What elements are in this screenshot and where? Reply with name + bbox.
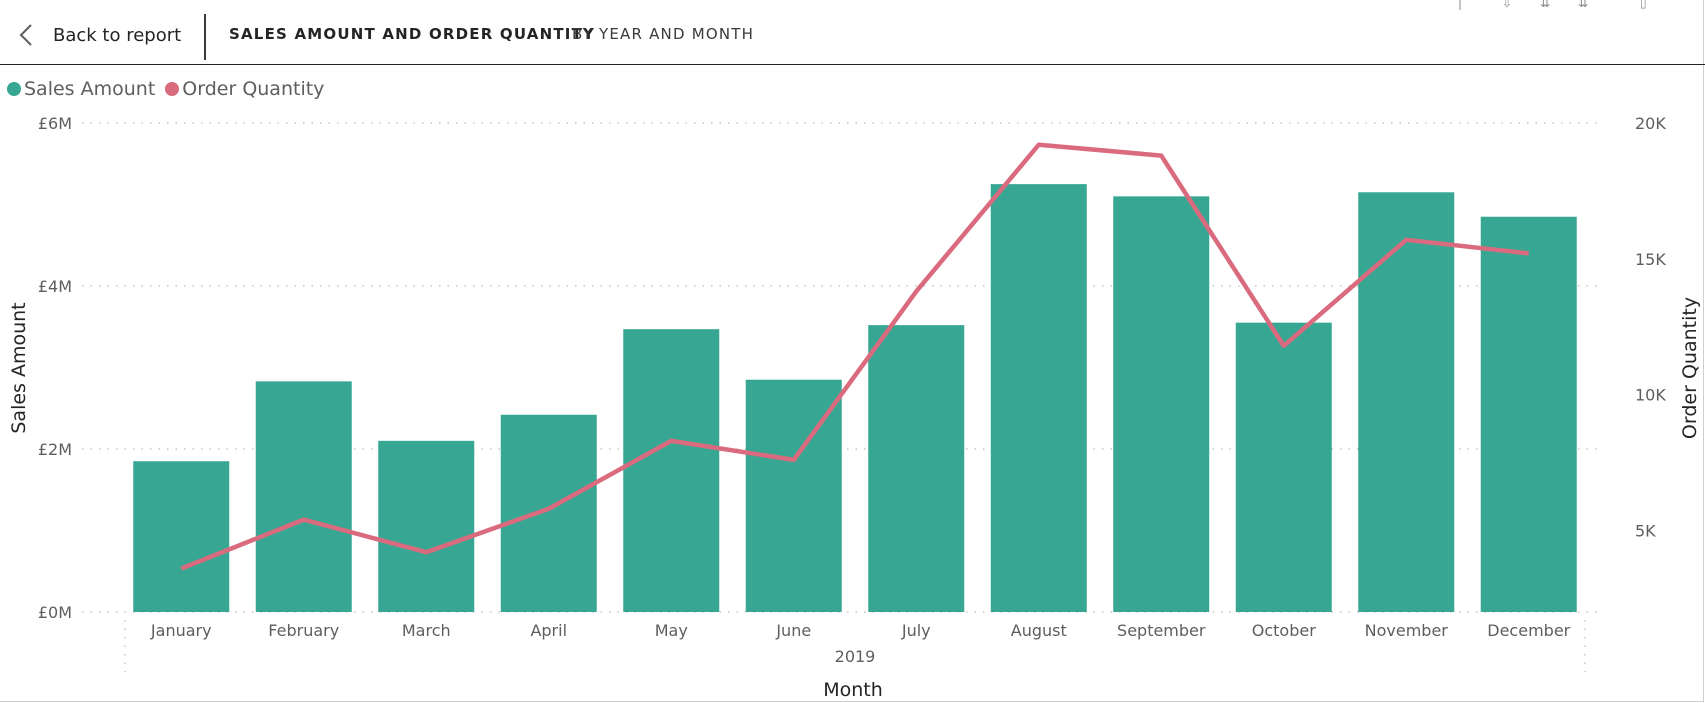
sales-bar[interactable] bbox=[255, 381, 352, 612]
legend-label-orders: Order Quantity bbox=[182, 78, 325, 100]
x-tick-label: June bbox=[775, 621, 811, 640]
legend-label-sales: Sales Amount bbox=[24, 78, 156, 100]
sales-bar[interactable] bbox=[623, 329, 720, 612]
y-tick-label: £0M bbox=[38, 603, 72, 622]
legend-dot-orders bbox=[165, 82, 180, 96]
gridlines bbox=[82, 122, 1600, 672]
sales-bar[interactable] bbox=[133, 461, 230, 612]
y-tick-label: £6M bbox=[38, 114, 72, 133]
back-to-report-button[interactable]: Back to report bbox=[18, 20, 181, 50]
x-axis-title: Month bbox=[823, 679, 883, 701]
x-tick-label: November bbox=[1365, 621, 1449, 640]
drill-up-icon[interactable]: | bbox=[1458, 0, 1463, 10]
x-tick-label: September bbox=[1117, 621, 1206, 640]
y2-tick-label: 15K bbox=[1635, 250, 1666, 269]
sales-bar[interactable] bbox=[868, 325, 965, 612]
sales-bar[interactable] bbox=[378, 440, 475, 612]
sales-bar[interactable] bbox=[1358, 192, 1455, 612]
y-tick-label: £4M bbox=[38, 277, 72, 296]
sales-bar[interactable] bbox=[990, 184, 1087, 612]
drill-down-icon[interactable]: ⇩ bbox=[1502, 0, 1513, 10]
legend-item-orders[interactable]: Order Quantity bbox=[165, 78, 324, 100]
x-tick-label: December bbox=[1487, 621, 1570, 640]
x-tick-label: March bbox=[402, 621, 451, 640]
x-tick-label: April bbox=[530, 621, 567, 640]
visual-toolbar: | ⇩ ⇊ ⇊ ▯ bbox=[1458, 0, 1705, 12]
sales-bar[interactable] bbox=[500, 414, 597, 612]
x-tick-label: February bbox=[268, 621, 339, 640]
sales-bar[interactable] bbox=[1235, 322, 1332, 612]
back-to-report-label: Back to report bbox=[53, 24, 182, 46]
x-tick-label: August bbox=[1011, 621, 1067, 640]
x-tick-label: October bbox=[1252, 621, 1316, 640]
legend-item-sales[interactable]: Sales Amount bbox=[7, 78, 155, 100]
legend-dot-sales bbox=[7, 82, 21, 96]
order-quantity-line bbox=[180, 142, 1529, 571]
visual-subtitle: BY YEAR AND MONTH bbox=[572, 25, 755, 43]
x-tick-label: January bbox=[150, 621, 212, 640]
sales-bar[interactable] bbox=[1113, 196, 1210, 612]
chevron-left-icon bbox=[18, 23, 34, 47]
header-bar: Back to report SALES AMOUNT AND ORDER QU… bbox=[0, 0, 1705, 65]
y2-tick-label: 10K bbox=[1635, 386, 1666, 405]
chart-legend: Sales Amount Order Quantity bbox=[7, 78, 334, 100]
y2-tick-label: 5K bbox=[1635, 522, 1656, 541]
y2-axis-title: Order Quantity bbox=[1679, 297, 1701, 439]
x-tick-label: May bbox=[655, 621, 688, 640]
x-axis-ticks: January February March April May June July Augu… bbox=[150, 621, 1571, 640]
expand-all-icon[interactable]: ⇊ bbox=[1540, 0, 1551, 10]
y-tick-label: £2M bbox=[38, 440, 72, 459]
y2-axis-ticks: 5K 10K 15K 20K bbox=[1635, 114, 1666, 541]
y2-tick-label: 20K bbox=[1635, 114, 1666, 133]
more-options-icon[interactable]: ▯ bbox=[1640, 0, 1647, 10]
header-divider bbox=[204, 14, 206, 60]
expand-next-icon[interactable]: ⇊ bbox=[1578, 0, 1589, 10]
y-axis-ticks: £0M £2M £4M £6M bbox=[38, 114, 72, 622]
sales-bars bbox=[133, 184, 1577, 612]
y-axis-title: Sales Amount bbox=[8, 302, 30, 433]
sales-bar[interactable] bbox=[1480, 216, 1577, 612]
visual-title: SALES AMOUNT AND ORDER QUANTITY bbox=[229, 25, 596, 43]
x-group-label: 2019 bbox=[835, 647, 876, 666]
order-quantity-series[interactable] bbox=[180, 142, 1529, 571]
x-tick-label: July bbox=[901, 621, 931, 640]
